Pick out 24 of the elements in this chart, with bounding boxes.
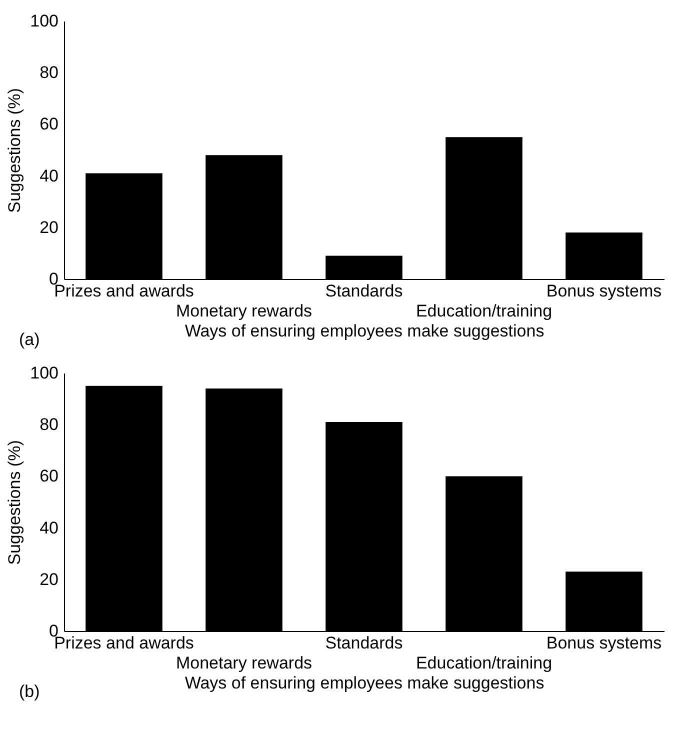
x-tick-label: Standards xyxy=(325,282,403,300)
x-tick-label: Standards xyxy=(325,634,403,652)
y-tick-label: 60 xyxy=(40,466,58,486)
text: (a) xyxy=(19,330,40,349)
y-tick-label: 40 xyxy=(40,518,58,538)
y-tick-label: 60 xyxy=(40,114,58,134)
y-tick-label: 80 xyxy=(40,63,58,82)
y-axis-title: Suggestions (%) xyxy=(5,88,24,213)
y-tick-label: 80 xyxy=(40,415,58,434)
x-axis-title: Ways of ensuring employees make suggestions xyxy=(184,674,544,692)
y-axis-title: Suggestions (%) xyxy=(5,440,24,565)
y-tick-label: 100 xyxy=(30,364,58,382)
x-axis-title: Ways of ensuring employees make suggestions xyxy=(184,322,544,340)
y-tick-label: 100 xyxy=(30,12,58,30)
x-tick-label: Monetary rewards xyxy=(176,654,312,672)
x-tick-label: Bonus systems xyxy=(546,634,662,652)
x-tick-label: Bonus systems xyxy=(546,282,662,300)
x-tick-label: Monetary rewards xyxy=(176,302,312,320)
x-tick-label: Education/training xyxy=(416,654,552,672)
y-tick-label: 20 xyxy=(40,570,58,589)
x-tick-label: Education/training xyxy=(416,302,552,320)
y-tick-label: 40 xyxy=(40,166,58,186)
text: (b) xyxy=(19,682,40,701)
y-tick-label: 20 xyxy=(40,218,58,237)
